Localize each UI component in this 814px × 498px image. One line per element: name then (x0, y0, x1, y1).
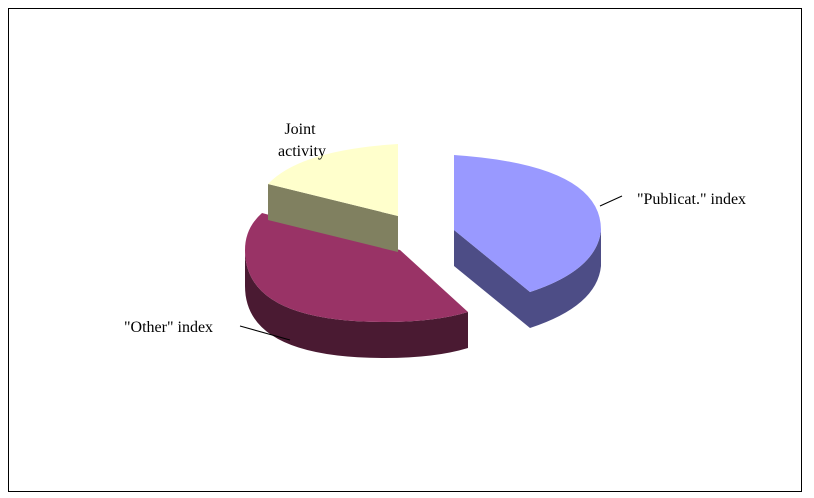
leader-line-publicat (599, 195, 623, 207)
leader-line-other (239, 325, 291, 341)
slice-joint-top (268, 144, 398, 216)
slice-publicat-index (454, 155, 601, 328)
slice-other-index (245, 213, 468, 358)
slice-publicat-side (454, 230, 530, 328)
slice-other-top (245, 213, 468, 322)
label-joint-activity-line1: Joint (284, 121, 316, 138)
label-publicat-index: "Publicat." index (637, 191, 746, 208)
slice-joint-side (268, 184, 398, 252)
slice-other-wall (245, 250, 468, 358)
label-joint-activity-line2: activity (278, 143, 326, 160)
chart-frame (8, 8, 802, 492)
slice-publicat-top (454, 155, 601, 292)
slice-publicat-wall (530, 230, 601, 328)
slice-joint-activity (268, 144, 398, 252)
label-joint-activity: Joint activity (278, 121, 326, 160)
label-other-index: "Other" index (124, 319, 213, 336)
